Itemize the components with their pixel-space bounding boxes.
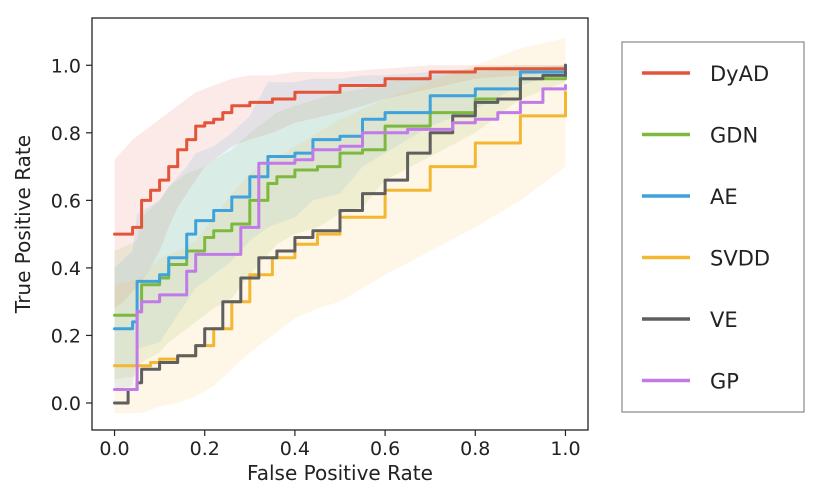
x-tick-label: 0.2: [190, 438, 220, 460]
series-line-dyad: [113, 63, 567, 236]
series-line-svdd: [113, 90, 567, 368]
legend-label-ve: VE: [710, 308, 738, 332]
y-axis-label: True Positive Rate: [11, 135, 35, 314]
y-tick-label: 0.2: [51, 325, 81, 347]
legend-label-gp: GP: [710, 370, 739, 394]
legend-label-svdd: SVDD: [710, 247, 770, 271]
legend-label-dyad: DyAD: [710, 62, 769, 86]
legend: DyAD GDN AE SVDD VE GP: [621, 41, 805, 413]
series-line-gdn: [113, 70, 567, 317]
plot-area-frame: [91, 17, 589, 431]
y-tick-label: 0.4: [51, 258, 81, 280]
x-tick-label: 0.6: [370, 438, 400, 460]
x-axis-label: False Positive Rate: [247, 461, 433, 485]
y-tick-label: 0.0: [51, 393, 81, 415]
x-tick-label: 0.0: [99, 438, 129, 460]
legend-label-gdn: GDN: [710, 124, 758, 148]
band-ae: [114, 65, 566, 390]
legend-label-ae: AE: [710, 185, 738, 209]
series-lines: [113, 63, 567, 405]
x-tick-label: 1.0: [550, 438, 580, 460]
series-line-ae: [113, 63, 567, 331]
y-tick-label: 1.0: [51, 55, 81, 77]
band-dyad: [114, 65, 566, 309]
x-tick-label: 0.8: [460, 438, 490, 460]
series-line-gp: [113, 84, 567, 391]
y-tick-label: 0.8: [51, 123, 81, 145]
x-axis-ticks: 0.0 0.2 0.4 0.6 0.8 1.0: [99, 430, 581, 460]
legend-frame: [621, 41, 805, 413]
y-tick-label: 0.6: [51, 190, 81, 212]
series-line-ve: [113, 63, 567, 405]
x-tick-label: 0.4: [280, 438, 310, 460]
y-axis-ticks: 0.0 0.2 0.4 0.6 0.8 1.0: [51, 55, 92, 415]
band-gdn: [114, 65, 566, 380]
